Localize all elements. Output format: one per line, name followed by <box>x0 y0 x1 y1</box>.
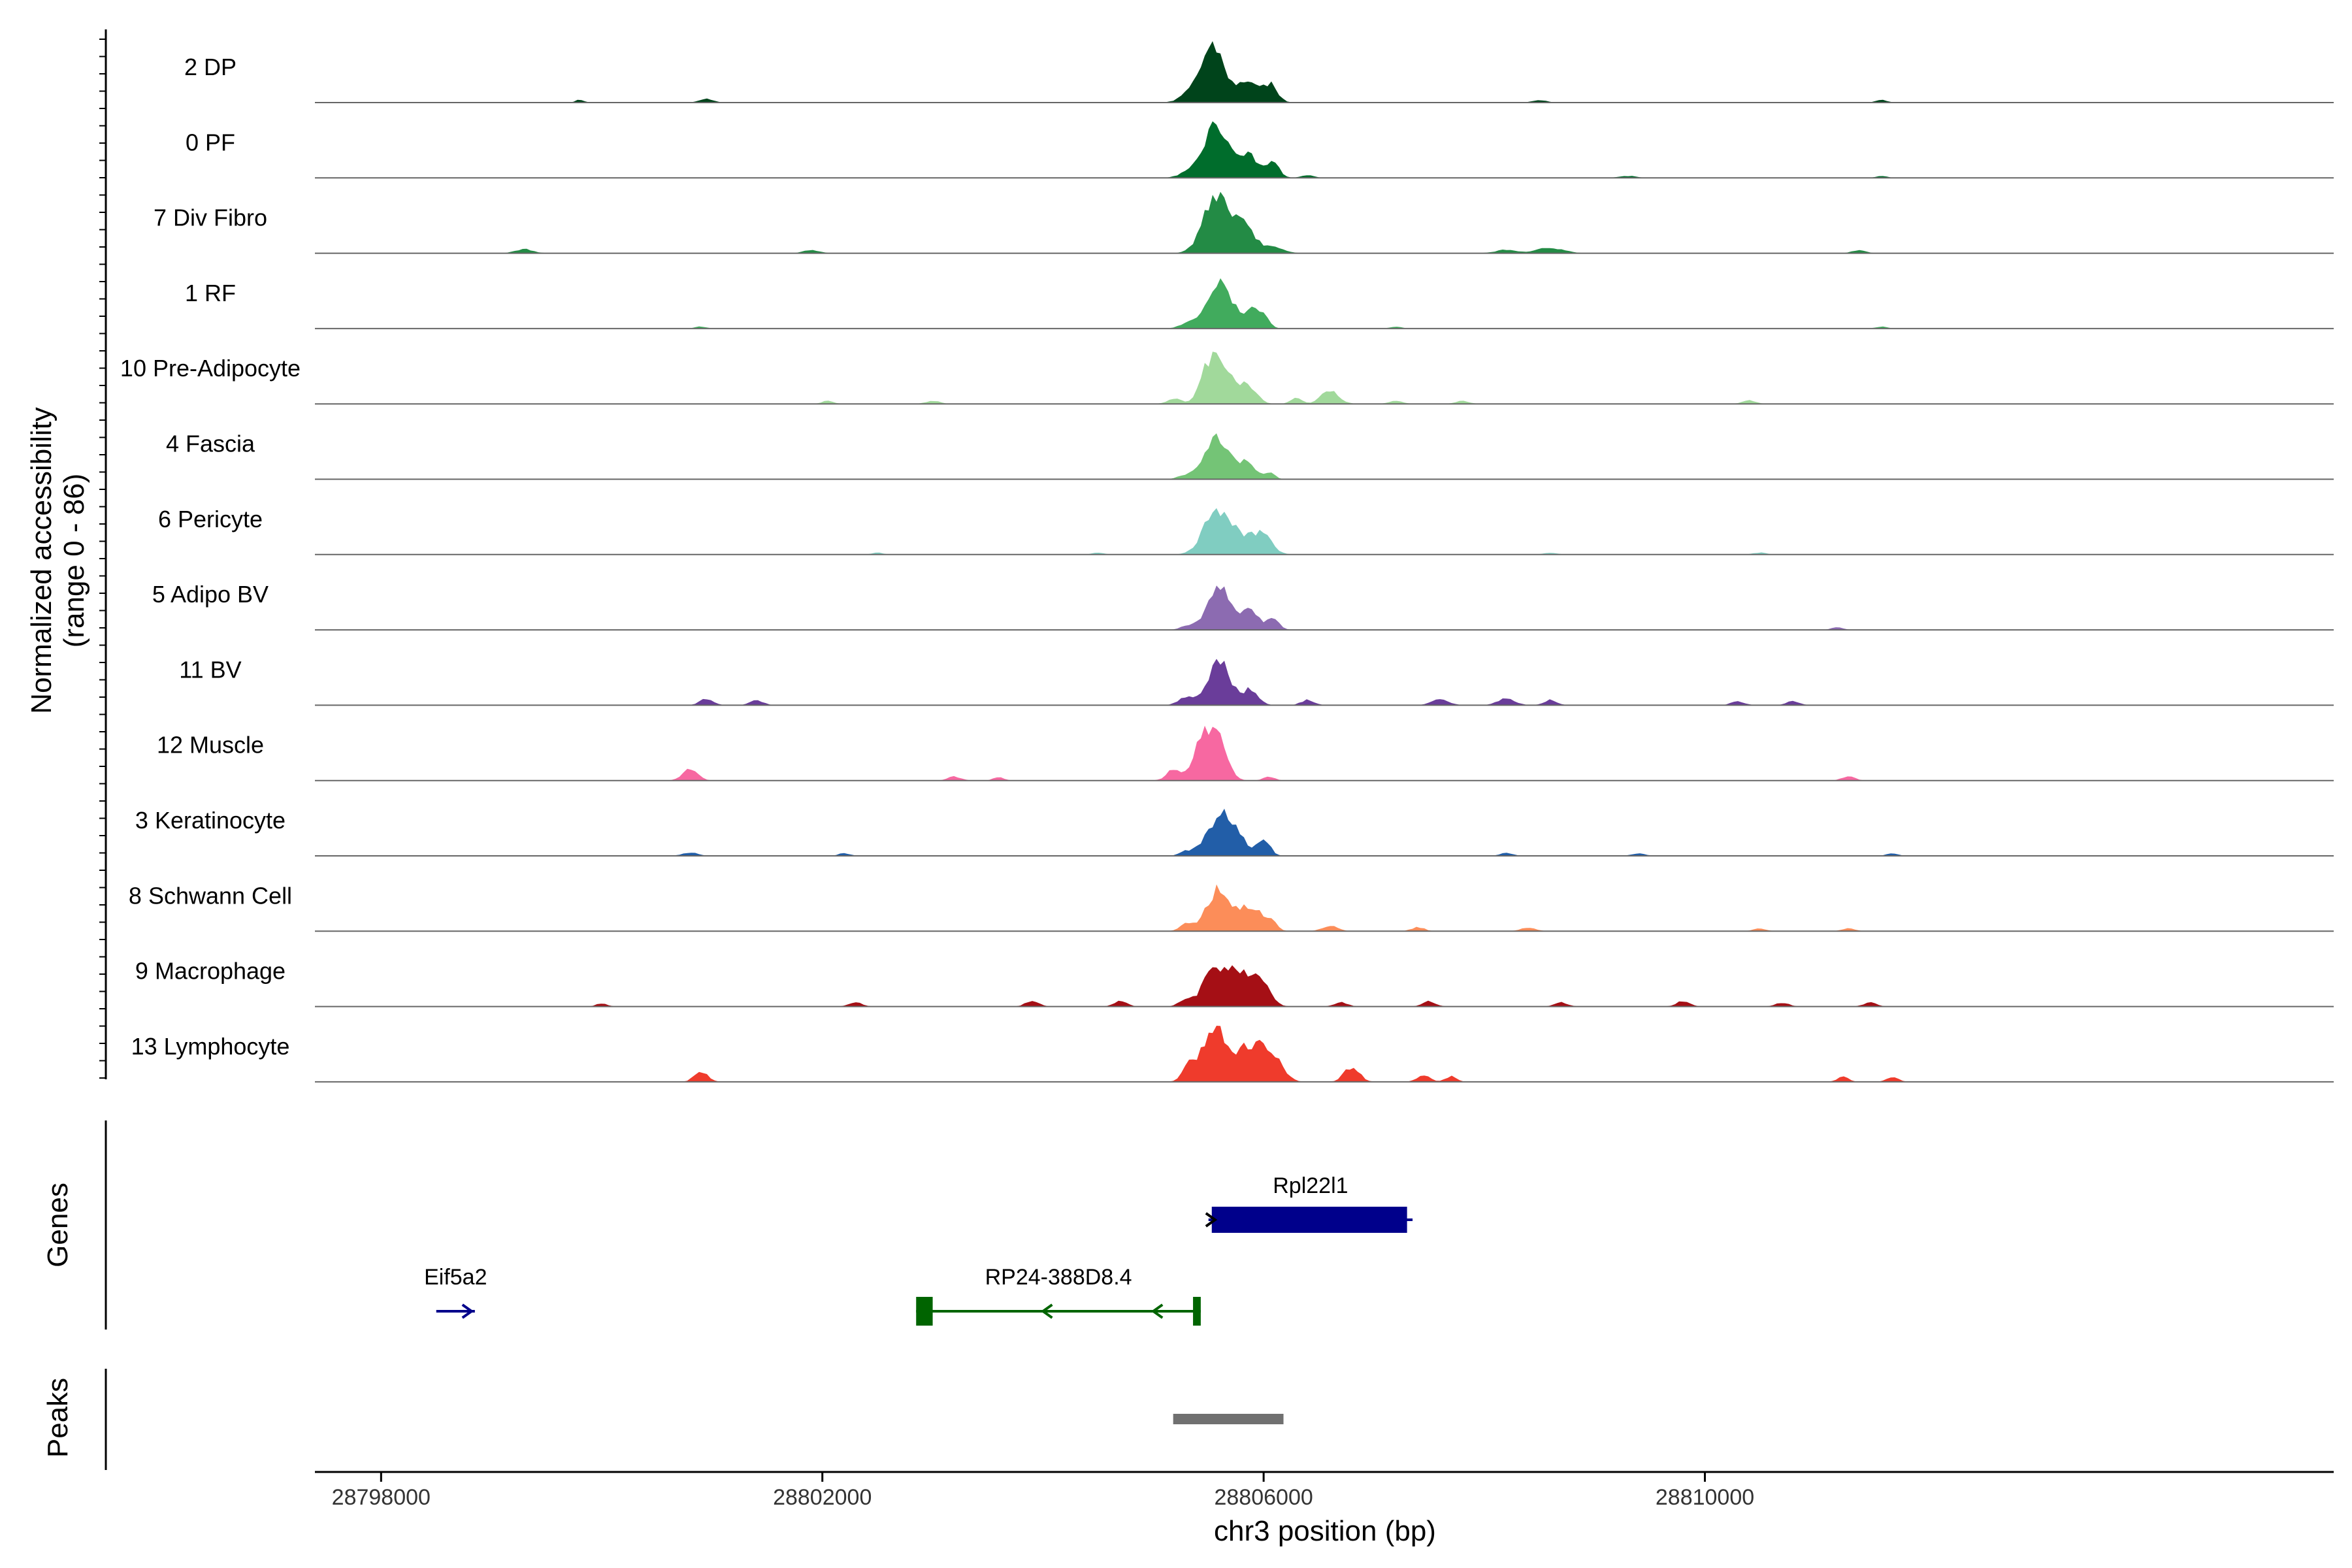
coverage-area-0 <box>315 41 2334 103</box>
gene-exon <box>1211 1207 1407 1233</box>
coverage-area-4 <box>315 351 2334 404</box>
genes-track-label: Genes <box>42 1183 74 1267</box>
coverage-area-9 <box>315 725 2334 781</box>
x-axis-title: chr3 position (bp) <box>1214 1515 1436 1547</box>
genes-track: Rpl22l1 Eif5a2 RP24-388D8.4 <box>105 1120 1413 1330</box>
x-tick-label: 28802000 <box>773 1485 872 1510</box>
peaks-track <box>105 1369 1284 1470</box>
track-label: 11 BV <box>179 656 241 683</box>
gene-label: RP24-388D8.4 <box>985 1265 1132 1290</box>
gene-exon <box>1193 1297 1201 1326</box>
track-label: 10 Pre-Adipocyte <box>120 355 301 382</box>
gene-label: Eif5a2 <box>424 1265 487 1290</box>
strand-arrow <box>461 1303 474 1319</box>
gene-label: Rpl22l1 <box>1273 1173 1348 1198</box>
coverage-area-8 <box>315 659 2334 706</box>
x-tick-label: 28810000 <box>1656 1485 1754 1510</box>
track-label: 3 Keratinocyte <box>135 807 286 834</box>
coverage-area-2 <box>315 191 2334 253</box>
coverage-area-13 <box>315 1026 2334 1082</box>
y-axis-title-line1: Normalized accessibility <box>25 407 57 713</box>
track-label: 5 Adipo BV <box>152 581 269 608</box>
coverage-area-12 <box>315 965 2334 1007</box>
track-label: 0 PF <box>186 129 235 155</box>
x-tick-label: 28798000 <box>332 1485 431 1510</box>
x-tick-label: 28806000 <box>1214 1485 1313 1510</box>
track-label: 2 DP <box>184 54 237 80</box>
track-label: 6 Pericyte <box>158 506 263 532</box>
coverage-area-5 <box>315 433 2334 480</box>
track-label: 12 Muscle <box>157 732 264 759</box>
y-axis-title-line2: (range 0 - 86) <box>58 474 90 648</box>
peaks-track-label: Peaks <box>42 1378 74 1458</box>
coverage-area-1 <box>315 121 2334 178</box>
track-label: 7 Div Fibro <box>154 204 267 231</box>
track-label: 13 Lymphocyte <box>131 1033 290 1060</box>
track-label: 8 Schwann Cell <box>129 882 292 909</box>
strand-arrow <box>1205 1212 1218 1228</box>
strand-arrow <box>1040 1303 1053 1319</box>
coverage-tracks: 2 DP 0 PF 7 Div Fibro 1 RF 10 Pre-Adipocyte 4… <box>99 29 2334 1083</box>
coverage-area-7 <box>315 585 2334 630</box>
coverage-area-10 <box>315 808 2334 856</box>
track-label: 9 Macrophage <box>135 958 286 985</box>
coverage-area-11 <box>315 884 2334 932</box>
coverage-area-3 <box>315 278 2334 329</box>
track-label: 1 RF <box>185 280 236 306</box>
coverage-area-6 <box>315 508 2334 555</box>
gene-exon <box>916 1297 933 1326</box>
axes: Normalized accessibility (range 0 - 86) … <box>25 407 2334 1547</box>
track-label: 4 Fascia <box>166 431 255 457</box>
strand-arrow <box>1151 1303 1164 1319</box>
peak-region <box>1173 1414 1284 1424</box>
